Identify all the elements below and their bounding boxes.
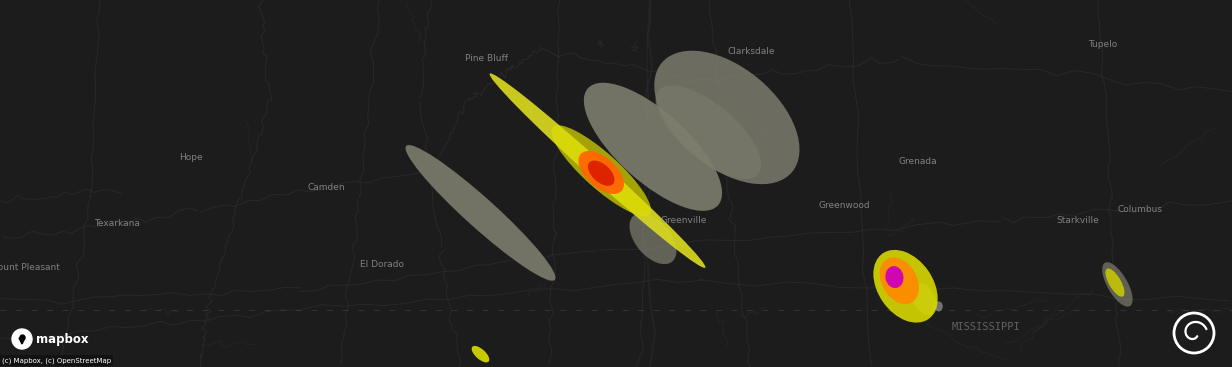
Text: Greenwood: Greenwood (818, 201, 870, 210)
Ellipse shape (873, 250, 938, 323)
Text: Pine Bluff: Pine Bluff (466, 54, 508, 63)
Ellipse shape (1103, 262, 1132, 307)
Ellipse shape (552, 125, 650, 216)
Ellipse shape (886, 266, 903, 288)
Text: Clarksdale: Clarksdale (728, 47, 775, 56)
Text: Mount Pleasant: Mount Pleasant (0, 264, 59, 272)
Text: mapbox: mapbox (36, 333, 89, 345)
Ellipse shape (489, 73, 706, 268)
Text: Hope: Hope (179, 153, 203, 162)
Text: Texarkana: Texarkana (94, 219, 140, 228)
Text: Greenville: Greenville (660, 216, 707, 225)
Ellipse shape (588, 161, 615, 186)
Text: MISSISSIPPI: MISSISSIPPI (951, 321, 1020, 332)
Text: Camden: Camden (308, 183, 345, 192)
Ellipse shape (935, 301, 942, 312)
Ellipse shape (654, 51, 800, 184)
Ellipse shape (405, 145, 556, 281)
Text: (c) Mapbox, (c) OpenStreetMap: (c) Mapbox, (c) OpenStreetMap (2, 357, 111, 364)
Text: El Dorado: El Dorado (360, 260, 404, 269)
Text: Tupelo: Tupelo (1088, 40, 1117, 48)
Circle shape (12, 329, 32, 349)
Ellipse shape (579, 151, 623, 194)
Ellipse shape (584, 83, 722, 211)
Ellipse shape (912, 283, 936, 315)
Polygon shape (18, 338, 25, 344)
Text: Columbus: Columbus (1117, 205, 1162, 214)
Ellipse shape (1105, 268, 1125, 297)
Ellipse shape (655, 86, 761, 179)
Text: Starkville: Starkville (1057, 216, 1099, 225)
Ellipse shape (472, 346, 489, 362)
Text: Grenada: Grenada (898, 157, 938, 166)
Ellipse shape (880, 257, 919, 304)
Ellipse shape (630, 213, 676, 264)
